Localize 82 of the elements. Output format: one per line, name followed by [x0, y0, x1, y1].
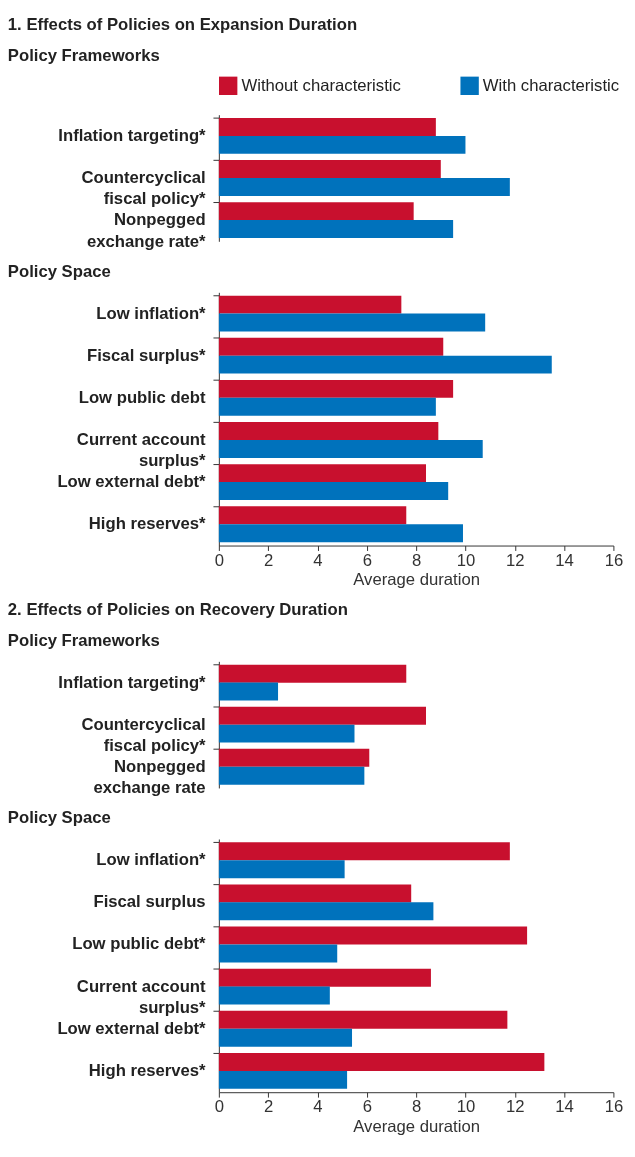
- bar: [218, 118, 436, 136]
- x-tick-label: 0: [214, 1097, 224, 1117]
- bar: [218, 724, 355, 743]
- bar: [218, 842, 510, 861]
- y-tick-label: High reserves*: [88, 514, 207, 534]
- bar: [218, 355, 552, 374]
- bar: [218, 902, 434, 921]
- bar: [218, 202, 414, 221]
- y-tick-label: Low external debt*: [57, 472, 207, 492]
- x-tick-label: 4: [313, 550, 323, 570]
- bar: [218, 160, 441, 179]
- bar: [218, 926, 528, 945]
- bar: [218, 482, 449, 501]
- y-tick-label: High reserves*: [88, 1060, 207, 1080]
- x-tick-label: 8: [411, 1097, 422, 1117]
- legend-label: Without characteristic: [241, 75, 401, 95]
- chart-title: 1. Effects of Policies on Expansion Duration: [7, 15, 358, 35]
- bar: [218, 860, 345, 879]
- x-axis-title: Average duration: [353, 1116, 480, 1136]
- x-tick-label: 14: [555, 550, 574, 570]
- bar: [218, 766, 365, 785]
- bar: [218, 884, 412, 903]
- x-tick-label: 12: [505, 550, 525, 570]
- text: Policy Space: [7, 808, 111, 828]
- bar: [218, 944, 338, 963]
- x-tick-label: 12: [505, 1097, 525, 1117]
- y-tick-label: Fiscal surplus*: [87, 345, 207, 365]
- y-tick-label: Low inflation*: [96, 850, 207, 870]
- bar: [218, 379, 454, 398]
- bar: [218, 313, 486, 332]
- x-tick-label: 2: [264, 1097, 274, 1117]
- y-tick-label: Countercyclical fiscal policy*: [81, 714, 207, 756]
- bar: [218, 464, 426, 483]
- x-tick-label: 0: [214, 550, 224, 570]
- bar: [218, 524, 463, 543]
- bar: [218, 748, 370, 767]
- y-tick-label: Inflation targeting*: [58, 672, 207, 692]
- y-tick-label: Low external debt*: [57, 1018, 207, 1038]
- y-tick-label: Current account surplus*: [76, 976, 207, 1018]
- x-tick-label: 4: [313, 1097, 323, 1117]
- y-tick-label: Countercyclical fiscal policy*: [81, 167, 207, 209]
- y-tick-label: Nonpegged exchange rate: [93, 756, 206, 798]
- bar: [218, 337, 444, 356]
- bar: [218, 177, 510, 196]
- x-tick-label: 16: [604, 1097, 624, 1117]
- bar: [218, 706, 426, 725]
- bar: [218, 682, 279, 701]
- x-tick-label: 6: [362, 1097, 372, 1117]
- bar: [218, 397, 436, 416]
- bar: [218, 422, 439, 441]
- y-tick-label: Fiscal surplus: [93, 892, 206, 912]
- bar: [218, 1010, 508, 1029]
- y-tick-label: Current account surplus*: [76, 429, 207, 471]
- x-tick-label: 6: [362, 550, 372, 570]
- x-tick-label: 10: [456, 1097, 476, 1117]
- y-tick-label: Low inflation*: [96, 303, 207, 323]
- y-tick-label: Low public debt*: [72, 934, 207, 954]
- chart-title: 2. Effects of Policies on Recovery Duration: [7, 600, 348, 620]
- bar: [218, 1028, 353, 1047]
- bar: [218, 220, 454, 238]
- bar: [218, 295, 402, 314]
- bar: [218, 135, 466, 154]
- x-axis-title: Average duration: [353, 570, 480, 590]
- legend-label: With characteristic: [482, 75, 620, 95]
- bar: [218, 439, 483, 458]
- bar: [218, 506, 407, 525]
- x-tick-label: 2: [264, 550, 274, 570]
- chart-subtitle: Policy Frameworks: [7, 630, 160, 650]
- x-tick-label: 8: [411, 550, 422, 570]
- bar: [218, 968, 431, 987]
- y-tick-label: Low public debt: [78, 387, 207, 407]
- x-tick-label: 10: [456, 550, 476, 570]
- x-tick-label: 14: [555, 1097, 574, 1117]
- bar: [218, 986, 330, 1005]
- bar: [218, 664, 407, 683]
- bar: [218, 1053, 545, 1071]
- bar: [218, 1070, 348, 1089]
- text: Policy Space: [7, 261, 111, 281]
- chart-subtitle: Policy Frameworks: [7, 45, 160, 65]
- y-tick-label: Nonpegged exchange rate*: [86, 209, 207, 251]
- x-tick-label: 16: [604, 550, 624, 570]
- y-tick-label: Inflation targeting*: [58, 125, 207, 145]
